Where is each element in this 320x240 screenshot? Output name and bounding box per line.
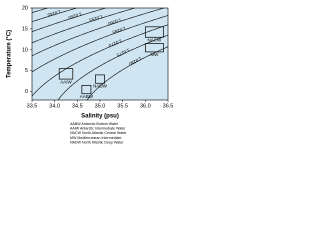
x-axis-label: Salinity (psu) (81, 114, 119, 120)
x-tick-label: 34.5 (72, 103, 83, 109)
x-tick-label: 33.5 (27, 103, 38, 109)
x-tick-label: 34.0 (49, 103, 60, 109)
water-mass-label: MW (150, 52, 159, 57)
density-contour (32, 8, 135, 44)
legend-entry: NACW North Atlantic Central Water (70, 131, 127, 135)
legend-entry: MW Mediterranean Intermediate (70, 136, 122, 140)
y-tick-label: 20 (22, 5, 28, 11)
water-mass-box (144, 26, 164, 38)
legend-entry: AAIW Antarctic Intermediate Water (70, 127, 126, 131)
contour-label: 1.0255 (88, 14, 103, 23)
y-axis-label: Temperature (°C) (7, 30, 13, 78)
contour-label: 1.0275 (115, 48, 130, 59)
contour-label: 1.0280 (128, 56, 143, 67)
water-mass-box (58, 68, 74, 80)
legend-entry: NADW North Atlantic Deep Water (70, 140, 124, 144)
y-tick-label: 0 (25, 89, 28, 95)
water-mass-box (144, 43, 164, 53)
density-contour (32, 24, 168, 97)
water-mass-label: AABW (80, 94, 94, 99)
density-contour (32, 8, 106, 32)
y-tick-label: 5 (25, 68, 28, 74)
water-mass-box (81, 85, 92, 95)
density-contour (32, 8, 165, 57)
contour-label: 1.0260 (107, 17, 122, 26)
y-tick-label: 15 (22, 26, 28, 32)
x-tick-label: 36.0 (140, 103, 151, 109)
contour-label: 1.0270 (107, 38, 122, 48)
x-tick-label: 36.5 (163, 103, 174, 109)
legend-entry: AABW Antarctic Bottom Water (70, 122, 119, 126)
y-tick-label: 10 (22, 47, 28, 53)
density-contour (32, 15, 168, 73)
water-mass-label: NADW (93, 83, 108, 88)
density-contour (57, 34, 168, 100)
density-contour (86, 46, 168, 100)
contour-label: 1.0250 (67, 11, 82, 20)
x-tick-label: 35.5 (117, 103, 128, 109)
water-mass-label: AAIW (60, 79, 72, 84)
water-mass-box (95, 74, 105, 84)
plot-background (31, 7, 169, 101)
water-mass-label: NACW (148, 37, 163, 42)
x-tick-label: 35.0 (95, 103, 106, 109)
chart: Salinity (psu) Temperature (°C) 33.5 34.0… (7, 5, 174, 144)
contour-label: 1.0245 (46, 9, 61, 18)
contour-label: 1.0265 (111, 26, 126, 35)
plot-area: 1.0245 1.0250 1.0255 1.02601.02651.02701.02… (32, 8, 168, 100)
